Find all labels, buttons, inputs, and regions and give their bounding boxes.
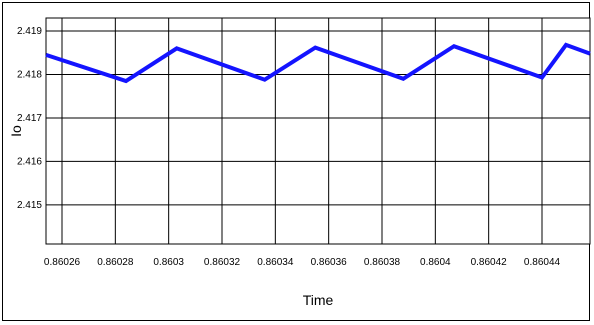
plot-area — [45, 17, 591, 245]
x-tick-label: 0.86028 — [97, 257, 134, 268]
line-chart: 2.415 2.416 2.417 2.418 2.419 0.86026 0.86028… — [8, 17, 591, 308]
y-tick-label: 2.416 — [17, 156, 42, 167]
x-tick-label: 0.86034 — [257, 257, 294, 268]
y-tick-label: 2.417 — [17, 113, 42, 124]
x-tick-label: 0.8603 — [153, 257, 184, 268]
x-tick-label: 0.86042 — [471, 257, 508, 268]
chart-frame: 2.415 2.416 2.417 2.418 2.419 0.86026 0.86028… — [2, 2, 591, 321]
y-tick-label: 2.415 — [17, 200, 42, 211]
series-line — [45, 42, 591, 84]
x-axis-label: Time — [303, 292, 334, 308]
grid — [46, 18, 590, 244]
x-tick-label: 0.86038 — [364, 257, 401, 268]
x-tick-label: 0.86036 — [311, 257, 348, 268]
x-tick-label: 0.8604 — [420, 257, 451, 268]
x-tick-label: 0.86026 — [44, 257, 81, 268]
x-axis-ticks: 0.86026 0.86028 0.8603 0.86032 0.86034 0.8603… — [44, 257, 561, 268]
x-tick-label: 0.86044 — [524, 257, 561, 268]
y-axis-label: Io — [8, 125, 24, 137]
series — [45, 42, 591, 84]
y-axis-ticks: 2.415 2.416 2.417 2.418 2.419 — [17, 26, 42, 211]
x-tick-label: 0.86032 — [204, 257, 241, 268]
y-tick-label: 2.418 — [17, 70, 42, 81]
y-tick-label: 2.419 — [17, 26, 42, 37]
